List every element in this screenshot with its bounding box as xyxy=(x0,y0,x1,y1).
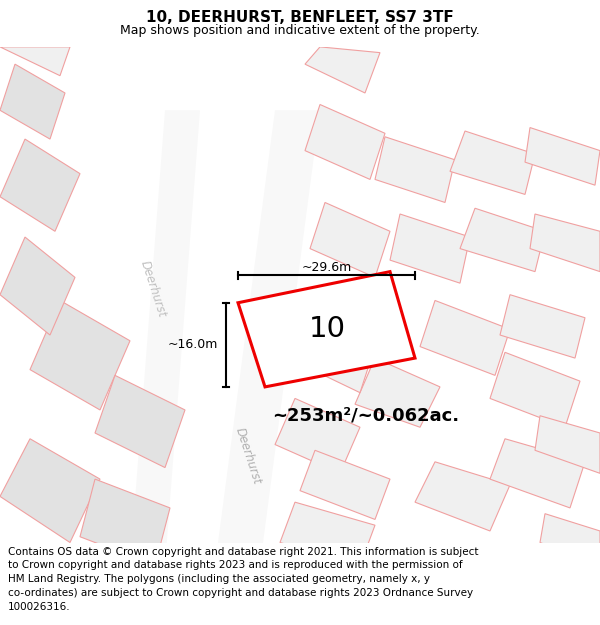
Polygon shape xyxy=(300,450,390,519)
Polygon shape xyxy=(30,301,130,410)
Polygon shape xyxy=(215,110,320,566)
Text: ~29.6m: ~29.6m xyxy=(302,261,352,274)
Text: 10, DEERHURST, BENFLEET, SS7 3TF: 10, DEERHURST, BENFLEET, SS7 3TF xyxy=(146,10,454,25)
Polygon shape xyxy=(310,202,390,278)
Text: Map shows position and indicative extent of the property.: Map shows position and indicative extent… xyxy=(120,24,480,36)
Polygon shape xyxy=(540,514,600,566)
Polygon shape xyxy=(275,398,360,473)
Polygon shape xyxy=(525,127,600,185)
Polygon shape xyxy=(305,47,380,93)
Polygon shape xyxy=(415,462,510,531)
Text: co-ordinates) are subject to Crown copyright and database rights 2023 Ordnance S: co-ordinates) are subject to Crown copyr… xyxy=(8,588,473,598)
Polygon shape xyxy=(95,376,185,468)
Polygon shape xyxy=(355,358,440,428)
Text: 10: 10 xyxy=(308,315,346,343)
Text: Contains OS data © Crown copyright and database right 2021. This information is : Contains OS data © Crown copyright and d… xyxy=(8,547,478,557)
Text: ~16.0m: ~16.0m xyxy=(167,338,218,351)
Polygon shape xyxy=(490,439,585,508)
Text: ~253m²/~0.062ac.: ~253m²/~0.062ac. xyxy=(272,407,459,425)
Polygon shape xyxy=(0,237,75,335)
Polygon shape xyxy=(0,64,65,139)
Polygon shape xyxy=(300,318,375,392)
Polygon shape xyxy=(0,47,70,76)
Text: to Crown copyright and database rights 2023 and is reproduced with the permissio: to Crown copyright and database rights 2… xyxy=(8,561,463,571)
Polygon shape xyxy=(80,479,170,566)
Polygon shape xyxy=(460,208,545,272)
Polygon shape xyxy=(238,272,415,387)
Polygon shape xyxy=(390,214,470,283)
Text: Deerhurst: Deerhurst xyxy=(138,259,168,319)
Polygon shape xyxy=(450,131,535,194)
Polygon shape xyxy=(0,139,80,231)
Polygon shape xyxy=(375,137,455,202)
Text: HM Land Registry. The polygons (including the associated geometry, namely x, y: HM Land Registry. The polygons (includin… xyxy=(8,574,430,584)
Polygon shape xyxy=(530,214,600,272)
Polygon shape xyxy=(0,439,100,542)
Polygon shape xyxy=(305,104,385,179)
Polygon shape xyxy=(130,110,200,566)
Polygon shape xyxy=(500,294,585,358)
Text: Deerhurst: Deerhurst xyxy=(233,426,263,486)
Polygon shape xyxy=(420,301,510,376)
Polygon shape xyxy=(535,416,600,473)
Text: 100026316.: 100026316. xyxy=(8,602,70,612)
Polygon shape xyxy=(280,502,375,566)
Polygon shape xyxy=(490,352,580,428)
